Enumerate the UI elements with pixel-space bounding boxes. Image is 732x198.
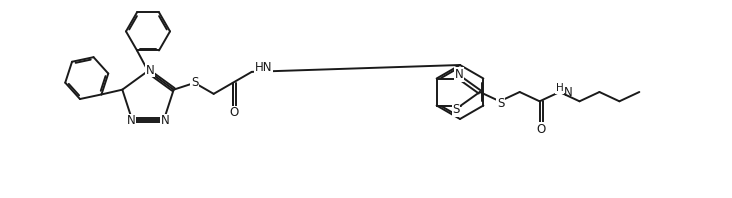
Text: HN: HN <box>255 61 272 74</box>
Text: N: N <box>455 68 463 81</box>
Text: H: H <box>556 83 564 93</box>
Text: O: O <box>230 106 239 119</box>
Text: S: S <box>452 103 460 116</box>
Text: N: N <box>160 114 169 127</box>
Text: N: N <box>127 114 135 127</box>
Text: S: S <box>191 76 198 89</box>
Text: N: N <box>146 64 154 76</box>
Text: N: N <box>564 86 572 98</box>
Text: O: O <box>537 123 546 136</box>
Text: S: S <box>497 97 504 110</box>
